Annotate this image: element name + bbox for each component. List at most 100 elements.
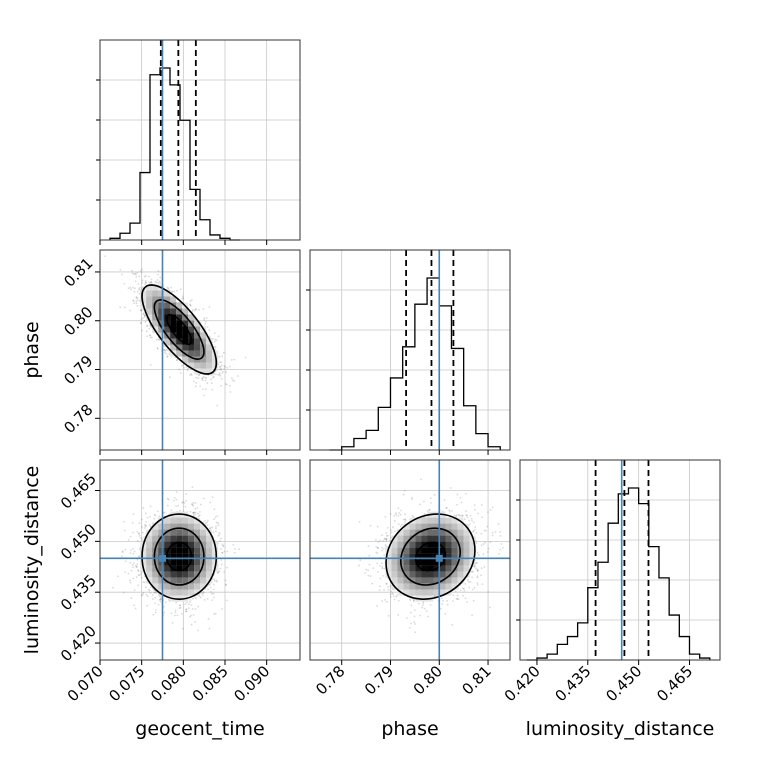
scatter-point: [234, 548, 236, 550]
scatter-point: [173, 496, 176, 499]
density-cell: [176, 332, 183, 339]
density-cell: [152, 314, 159, 321]
scatter-point: [181, 295, 184, 298]
scatter-point: [144, 281, 147, 284]
density-cell: [158, 332, 165, 339]
density-cell: [206, 368, 213, 375]
scatter-point: [191, 503, 193, 505]
scatter-point: [201, 377, 203, 380]
scatter-point: [121, 551, 124, 554]
scatter-point: [148, 327, 151, 330]
scatter-point: [198, 511, 201, 513]
panel-frame: [99, 249, 301, 451]
scatter-point: [192, 380, 195, 383]
scatter-point: [222, 370, 224, 373]
scatter-point: [141, 279, 144, 282]
scatter-point: [218, 368, 221, 371]
scatter-point: [164, 601, 167, 604]
scatter-point: [201, 592, 203, 595]
scatter-point: [206, 521, 208, 524]
scatter-point: [166, 504, 169, 507]
scatter-point: [132, 577, 135, 580]
scatter-point: [147, 588, 150, 591]
scatter-point: [136, 539, 139, 542]
scatter-point: [220, 551, 223, 554]
scatter-point: [217, 335, 220, 338]
scatter-point: [230, 358, 233, 361]
density-cell: [206, 338, 213, 345]
scatter-point: [150, 281, 153, 284]
scatter-point: [156, 338, 158, 341]
scatter-point: [138, 288, 141, 291]
scatter-point: [217, 571, 219, 574]
scatter-point: [224, 579, 227, 582]
scatter-point: [213, 518, 216, 521]
scatter-point: [144, 512, 147, 515]
panel-luminosity_distance-hist: 0.420 0.435 0.450 0.465: [501, 459, 721, 705]
scatter-point: [154, 591, 156, 594]
scatter-point: [145, 524, 148, 527]
x-tick-label: 0.435: [552, 662, 595, 705]
scatter-point: [211, 599, 214, 602]
scatter-point: [178, 368, 181, 371]
scatter-point: [130, 569, 133, 572]
histogram-luminosity_distance: [526, 487, 711, 661]
density-cell: [194, 338, 201, 345]
scatter-point: [174, 609, 177, 612]
scatter-point: [167, 498, 170, 501]
scatter-point: [149, 334, 152, 337]
scatter-point: [163, 611, 166, 614]
scatter-point: [198, 309, 200, 311]
scatter-point: [154, 611, 157, 614]
scatter-point: [194, 513, 197, 516]
scatter-point: [130, 288, 132, 291]
scatter-point: [177, 504, 180, 507]
scatter-point: [208, 306, 211, 308]
scatter-point: [136, 299, 139, 302]
scatter-point: [143, 312, 145, 314]
scatter-point: [190, 373, 193, 375]
scatter-point: [159, 276, 162, 279]
scatter-point: [179, 604, 181, 607]
scatter-point: [189, 304, 192, 307]
density-cell: [176, 320, 183, 327]
density-cell: [164, 290, 171, 297]
scatter-point: [188, 303, 191, 306]
scatter-point: [166, 286, 169, 289]
scatter-point: [220, 563, 223, 566]
scatter-point: [217, 534, 220, 537]
scatter-point: [208, 527, 211, 530]
scatter-point: [204, 519, 207, 522]
scatter-point: [190, 623, 193, 626]
scatter-point: [122, 591, 125, 594]
scatter-point: [181, 365, 183, 367]
scatter-point: [175, 505, 178, 508]
scatter-point: [194, 620, 197, 623]
scatter-point: [217, 522, 219, 524]
scatter-point: [193, 511, 195, 514]
panel-frame: [99, 39, 301, 241]
density-cell: [194, 344, 201, 351]
scatter-point: [129, 286, 132, 289]
scatter-point: [224, 365, 226, 368]
scatter-point: [144, 280, 147, 282]
scatter-point: [185, 610, 188, 613]
scatter-point: [189, 304, 192, 307]
scatter-point: [192, 501, 195, 504]
panel-frame: [309, 249, 511, 451]
scatter-point: [204, 522, 207, 525]
scatter-point: [209, 501, 212, 504]
scatter-point: [104, 255, 107, 258]
density-cell: [206, 356, 213, 363]
scatter-point: [149, 592, 152, 594]
scatter-point: [168, 600, 171, 602]
x-tick-label: 0.450: [602, 662, 645, 705]
scatter-point: [174, 611, 177, 614]
scatter-point: [145, 520, 148, 523]
density-cell: [140, 296, 147, 303]
scatter-point: [140, 572, 142, 575]
scatter-point: [146, 604, 149, 607]
scatter-point: [203, 394, 206, 397]
scatter-point: [176, 289, 178, 292]
scatter-point: [129, 581, 132, 584]
